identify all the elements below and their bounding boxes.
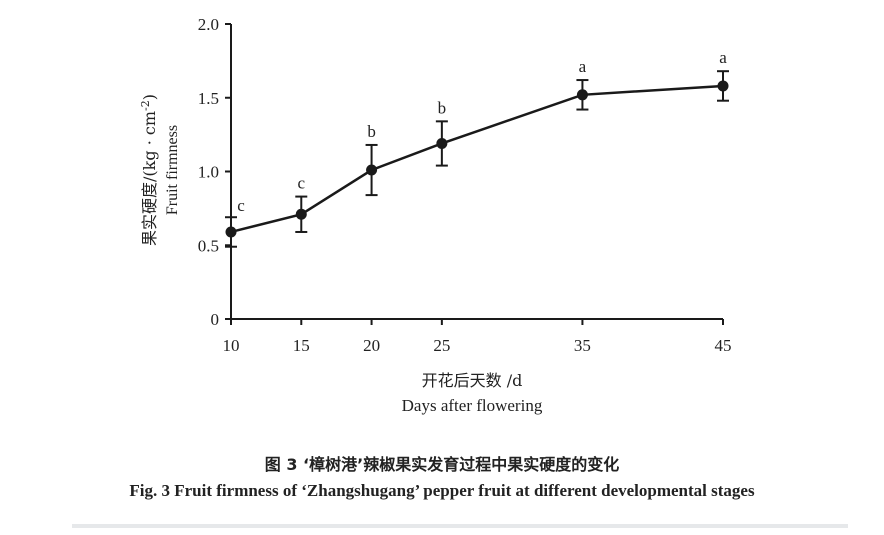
x-ticks: 10 15 20 25 35 45 bbox=[223, 319, 732, 355]
y-axis-label: 果实硬度/(kg · cm-2) Fruit firmness bbox=[139, 94, 181, 246]
plot-area: c c b b a a bbox=[225, 48, 729, 248]
data-point bbox=[717, 80, 729, 92]
significance-label: b bbox=[438, 98, 447, 117]
data-point bbox=[225, 226, 237, 238]
y-tick-label: 0 bbox=[211, 310, 220, 329]
significance-label: c bbox=[298, 174, 306, 193]
y-tick-label: 1.0 bbox=[198, 163, 219, 182]
figure-caption-cn: 图 3 ‘樟树港’辣椒果实发育过程中果实硬度的变化 bbox=[264, 455, 620, 474]
x-tick-label: 35 bbox=[574, 336, 591, 355]
data-point bbox=[436, 137, 448, 149]
significance-label: a bbox=[579, 57, 587, 76]
x-axis-label-cn: 开花后天数 /d bbox=[421, 371, 523, 390]
x-tick-label: 10 bbox=[223, 336, 240, 355]
x-tick-label: 20 bbox=[363, 336, 380, 355]
data-point bbox=[295, 208, 307, 220]
x-tick-label: 15 bbox=[293, 336, 310, 355]
figure-caption-en: Fig. 3 Fruit firmness of ‘Zhangshugang’ … bbox=[129, 481, 755, 500]
y-axis-label-cn: 果实硬度/(kg · cm-2) bbox=[139, 94, 159, 246]
y-tick-label: 1.5 bbox=[198, 89, 219, 108]
x-tick-label: 25 bbox=[433, 336, 450, 355]
data-point bbox=[576, 89, 588, 101]
data-point bbox=[366, 164, 378, 176]
y-tick-label: 0.5 bbox=[198, 236, 219, 255]
significance-label: a bbox=[719, 48, 727, 67]
y-axis-label-en: Fruit firmness bbox=[164, 125, 181, 215]
firmness-chart: 0 0.5 1.0 1.5 2.0 10 15 20 25 35 45 c c b b a a 果实硬度/(… bbox=[139, 15, 732, 355]
y-ticks: 0 0.5 1.0 1.5 2.0 bbox=[198, 15, 231, 329]
axes bbox=[230, 24, 723, 320]
significance-label: b bbox=[367, 122, 376, 141]
y-tick-label: 2.0 bbox=[198, 15, 219, 34]
x-axis-label-en: Days after flowering bbox=[401, 396, 543, 415]
x-tick-label: 45 bbox=[715, 336, 732, 355]
divider bbox=[72, 524, 848, 528]
firmness-line bbox=[230, 84, 724, 234]
significance-label: c bbox=[237, 196, 245, 215]
